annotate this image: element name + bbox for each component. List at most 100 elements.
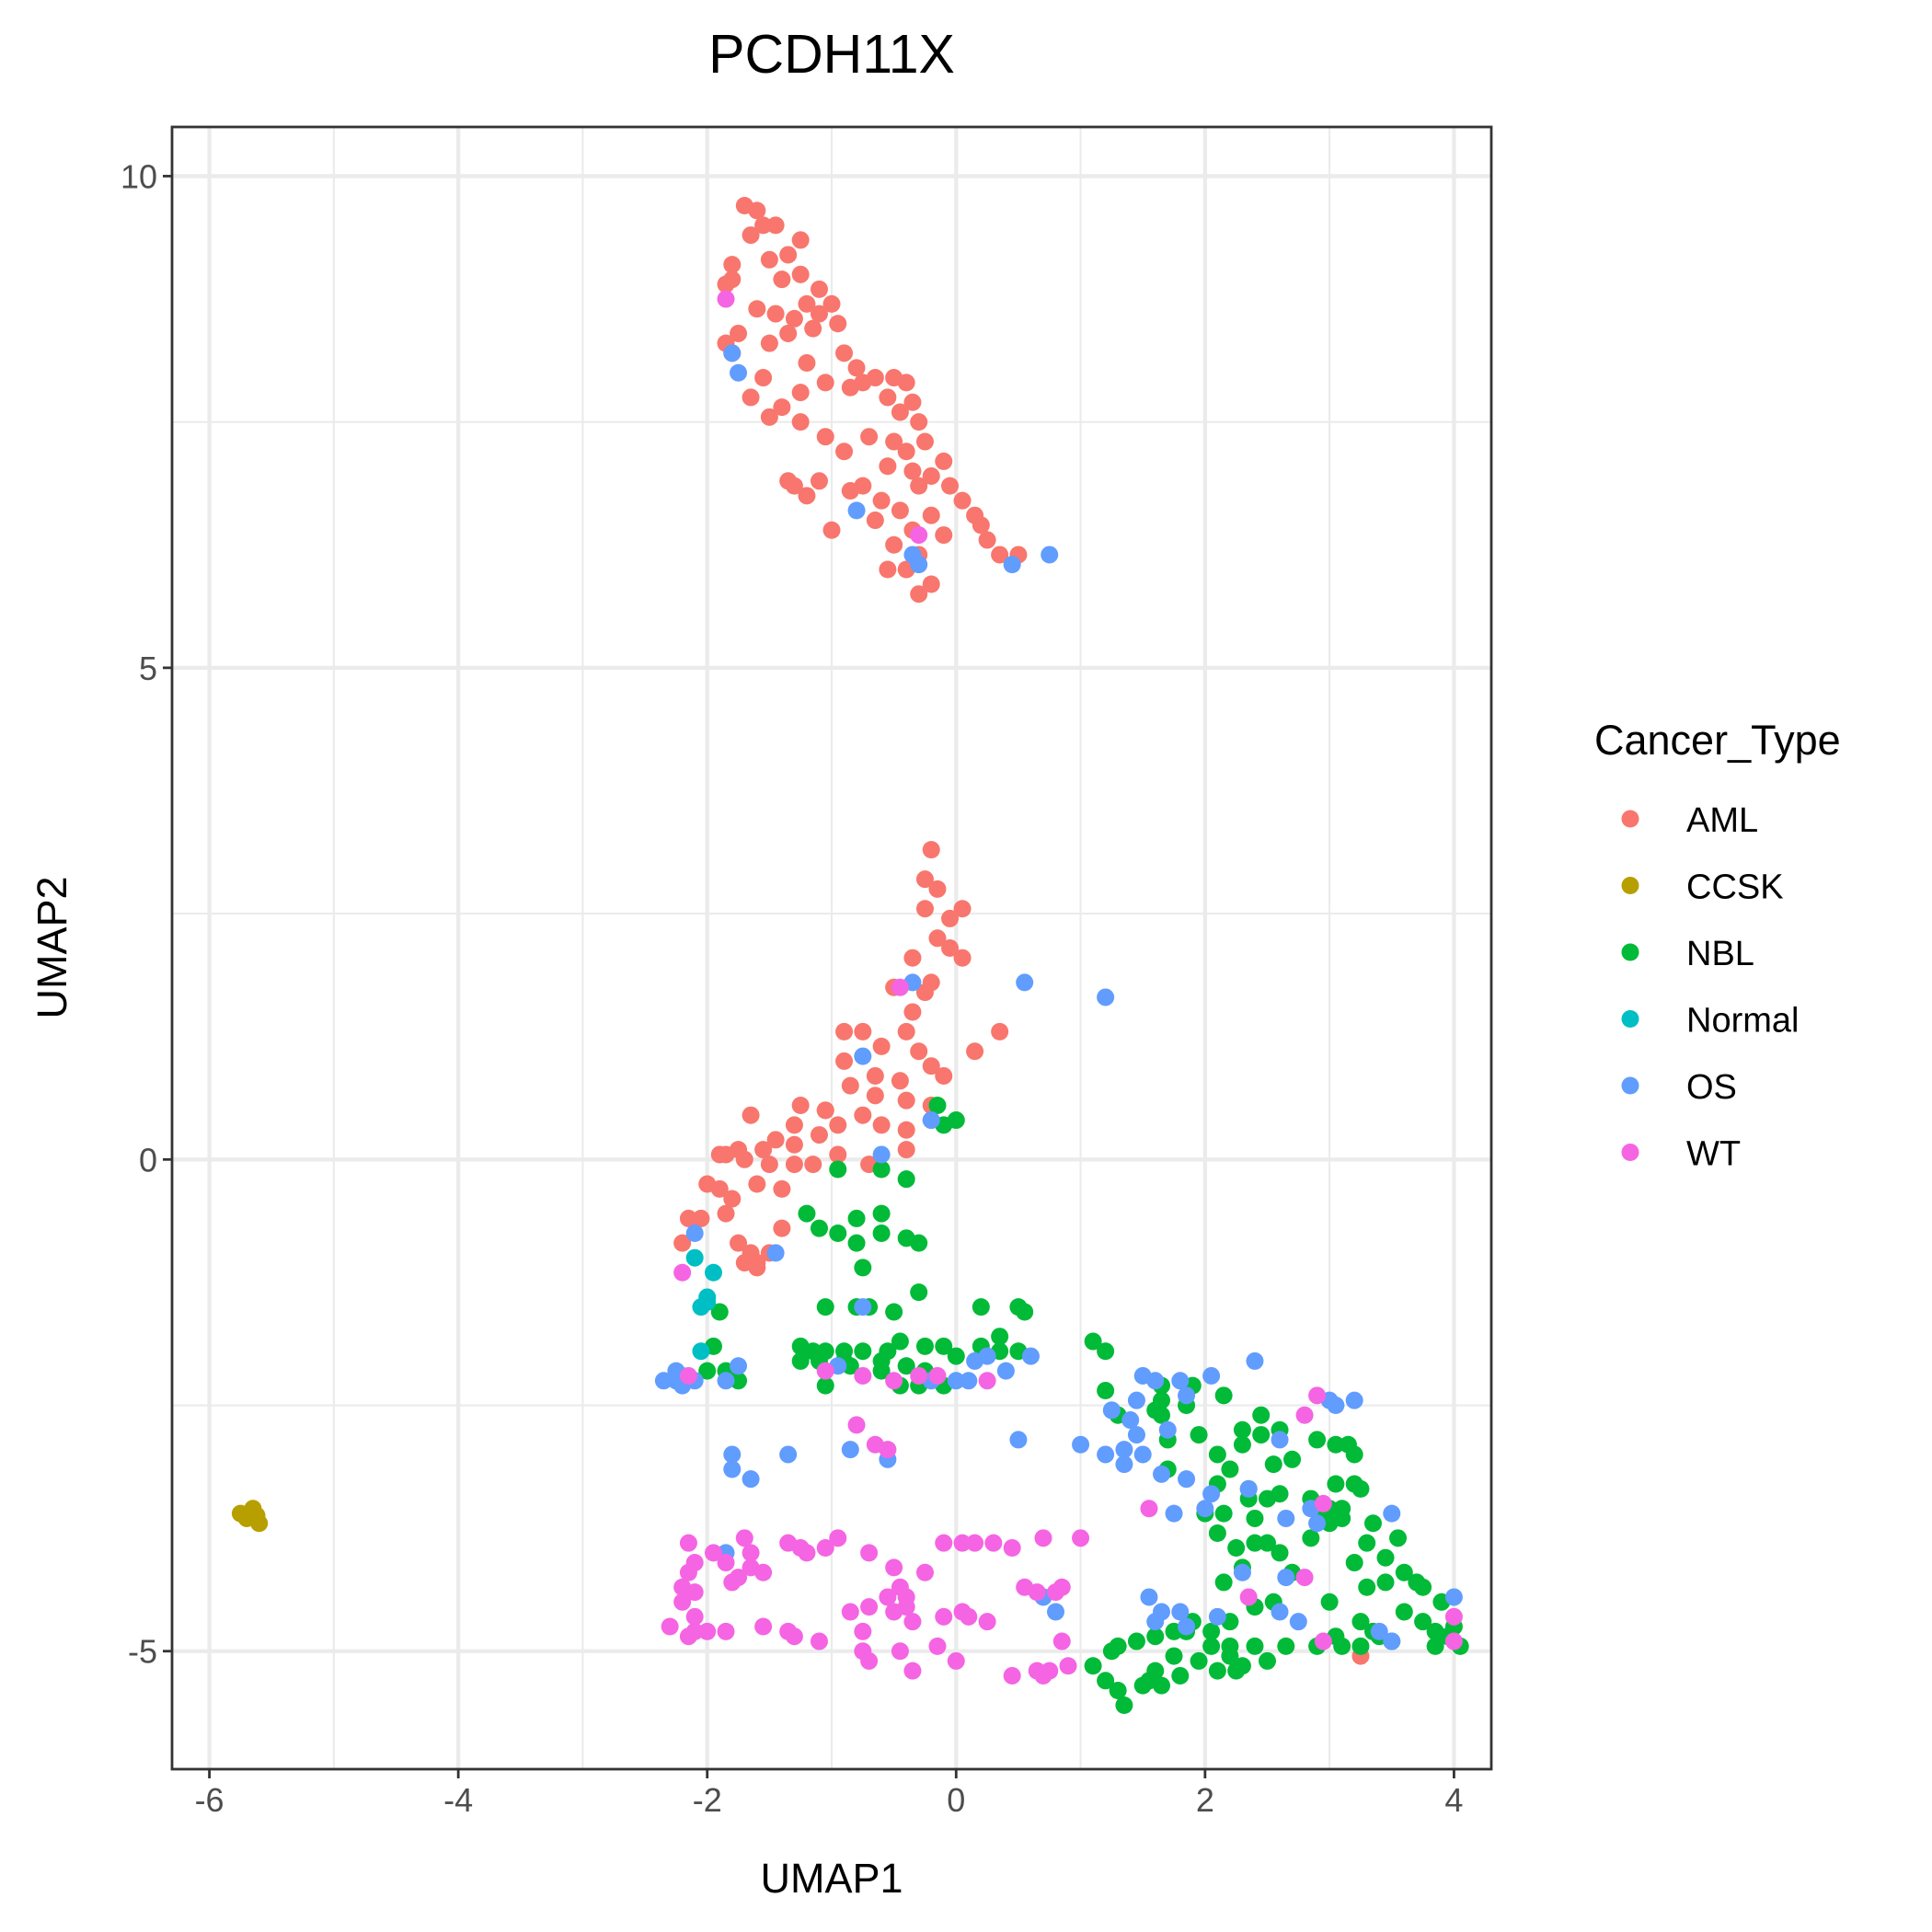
data-point xyxy=(879,1441,897,1459)
data-point xyxy=(1358,1534,1376,1552)
data-point xyxy=(885,1558,903,1577)
data-point xyxy=(1052,1632,1071,1650)
data-point xyxy=(872,1204,891,1223)
data-point xyxy=(710,1303,729,1321)
x-tick-label: -4 xyxy=(443,1781,473,1819)
data-point xyxy=(897,1121,915,1139)
data-point xyxy=(1153,1406,1170,1424)
data-point xyxy=(897,443,915,461)
series-wt xyxy=(661,290,1463,1685)
data-point xyxy=(1426,1637,1444,1655)
data-point xyxy=(798,1204,816,1223)
data-point xyxy=(903,1003,922,1021)
data-point xyxy=(835,344,854,362)
data-point xyxy=(1146,1627,1165,1646)
data-point xyxy=(922,841,940,859)
data-point xyxy=(1072,1435,1090,1454)
data-point xyxy=(1097,1381,1115,1399)
data-point xyxy=(1376,1548,1395,1567)
data-point xyxy=(679,1627,697,1646)
data-point xyxy=(679,1534,697,1552)
data-point xyxy=(1320,1593,1339,1611)
data-point xyxy=(922,575,940,593)
data-point xyxy=(735,1150,753,1168)
data-point xyxy=(903,1662,922,1680)
data-point xyxy=(1333,1509,1351,1527)
data-point xyxy=(723,1445,742,1464)
data-point xyxy=(1246,1534,1264,1552)
legend-key xyxy=(1621,877,1639,894)
legend-item-wt: WT xyxy=(1621,1135,1741,1174)
data-point xyxy=(766,1131,785,1149)
data-point xyxy=(654,1372,673,1390)
legend-key xyxy=(1621,1010,1639,1028)
data-point xyxy=(785,1156,803,1174)
data-point xyxy=(860,428,879,446)
data-point xyxy=(791,265,810,283)
y-tick-label: 0 xyxy=(139,1141,157,1179)
data-point xyxy=(723,1190,742,1208)
data-point xyxy=(953,949,972,967)
data-point xyxy=(798,1544,816,1562)
data-point xyxy=(1208,1445,1226,1464)
data-point xyxy=(810,472,828,490)
data-point xyxy=(785,1627,803,1646)
data-point xyxy=(922,1111,940,1130)
data-point xyxy=(760,408,778,426)
data-point xyxy=(754,1141,773,1159)
data-point xyxy=(698,1175,717,1193)
data-point xyxy=(773,1179,791,1198)
data-point xyxy=(879,560,897,579)
data-point xyxy=(1395,1603,1413,1621)
data-point xyxy=(991,1328,1009,1346)
x-tick-label: -2 xyxy=(693,1781,722,1819)
data-point xyxy=(1351,1613,1370,1631)
data-point xyxy=(1097,1445,1115,1464)
data-point xyxy=(891,978,909,996)
data-point xyxy=(991,1022,1009,1041)
legend-label: AML xyxy=(1686,801,1758,840)
data-point xyxy=(947,1372,965,1390)
series-aml xyxy=(673,197,1370,1665)
data-point xyxy=(1221,1637,1239,1655)
data-point xyxy=(679,1209,697,1227)
data-point xyxy=(1264,1455,1282,1474)
data-point xyxy=(810,1219,828,1237)
data-point xyxy=(953,491,972,510)
legend-key xyxy=(1621,1076,1639,1095)
y-tick-label: 5 xyxy=(139,650,157,687)
data-point xyxy=(984,1534,1003,1552)
data-point xyxy=(1444,1632,1463,1650)
data-point xyxy=(723,1573,742,1592)
data-point xyxy=(754,216,773,235)
data-point xyxy=(872,1116,891,1134)
data-point xyxy=(915,870,934,889)
data-point xyxy=(1302,1529,1320,1547)
data-point xyxy=(915,432,934,451)
data-point xyxy=(915,1337,934,1355)
data-point xyxy=(704,1263,722,1282)
data-point xyxy=(1047,1603,1065,1621)
data-point xyxy=(766,216,785,235)
data-point xyxy=(717,275,735,293)
data-point xyxy=(966,1042,984,1061)
data-point xyxy=(953,1603,972,1621)
data-point xyxy=(816,1101,834,1120)
data-point xyxy=(1389,1529,1408,1547)
data-point xyxy=(847,1234,866,1252)
data-point xyxy=(1252,1406,1271,1424)
data-point xyxy=(866,1066,884,1085)
data-point xyxy=(1165,1504,1183,1523)
data-point xyxy=(742,1470,760,1489)
data-point xyxy=(685,1583,704,1602)
data-point xyxy=(891,501,909,520)
data-point xyxy=(816,1362,834,1380)
data-point xyxy=(860,1544,879,1562)
data-point xyxy=(673,1234,692,1252)
data-point xyxy=(1345,1391,1363,1409)
data-point xyxy=(1246,1351,1264,1370)
y-tick-label: -5 xyxy=(128,1633,157,1671)
data-point xyxy=(854,1047,872,1065)
data-point xyxy=(766,1244,785,1262)
data-point xyxy=(679,1366,697,1385)
